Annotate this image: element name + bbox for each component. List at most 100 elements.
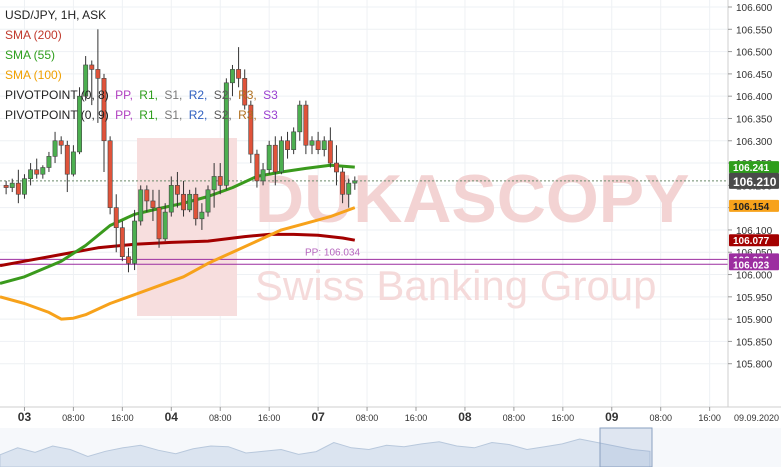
- candle[interactable]: [315, 131, 321, 155]
- navigator-window[interactable]: [599, 427, 653, 468]
- candle[interactable]: [28, 163, 34, 186]
- candle[interactable]: [95, 29, 101, 123]
- legend-sma55[interactable]: SMA (55): [5, 48, 55, 62]
- watermark-brand: DUKASCOPY: [255, 161, 690, 237]
- legend: USD/JPY, 1H, ASK SMA (200) SMA (55) SMA …: [5, 8, 278, 122]
- candle[interactable]: [150, 189, 156, 222]
- candle[interactable]: [285, 131, 290, 159]
- candle[interactable]: [126, 247, 131, 273]
- candle[interactable]: [327, 127, 333, 168]
- candle[interactable]: [107, 136, 113, 215]
- price-tag: 106.154: [729, 199, 779, 213]
- candle[interactable]: [278, 136, 284, 175]
- candle[interactable]: [3, 180, 9, 195]
- time-axis: 03 08:00 16:00 04 08:00 16:00 07 08:00 16:00 08 08…: [0, 406, 781, 427]
- candle[interactable]: [352, 176, 358, 190]
- price-tick-label: 106.600: [736, 3, 773, 14]
- candle-body: [211, 176, 217, 191]
- time-tick-label: 08:00: [209, 413, 232, 423]
- candle[interactable]: [40, 165, 46, 179]
- candle[interactable]: [89, 60, 95, 106]
- candle[interactable]: [101, 73, 107, 172]
- candle[interactable]: [217, 163, 223, 195]
- candle-body: [52, 140, 58, 157]
- price-tag-bg: [729, 258, 779, 271]
- candle[interactable]: [266, 140, 272, 175]
- candle[interactable]: [77, 87, 82, 155]
- candle[interactable]: [34, 158, 40, 179]
- price-tick-label: 105.900: [736, 315, 773, 326]
- time-axis-bg[interactable]: [0, 407, 781, 427]
- date-end-label: 09.09.2020: [734, 413, 779, 423]
- candle-body: [309, 140, 315, 146]
- candle[interactable]: [303, 100, 309, 155]
- candle-body: [15, 182, 21, 195]
- candle-body: [248, 104, 254, 155]
- candle[interactable]: [223, 78, 229, 190]
- candle[interactable]: [119, 221, 125, 262]
- candle[interactable]: [340, 167, 346, 204]
- candle[interactable]: [52, 131, 58, 164]
- candle-body: [297, 104, 303, 133]
- candle[interactable]: [187, 189, 193, 213]
- candle[interactable]: [211, 163, 217, 208]
- price-tag: 106.077: [729, 234, 779, 247]
- price-tag: 106.210: [729, 172, 779, 189]
- candle[interactable]: [113, 194, 119, 253]
- candle[interactable]: [174, 171, 180, 208]
- legend-sma200[interactable]: SMA (200): [5, 28, 62, 42]
- time-tick-label: 16:00: [405, 413, 428, 423]
- legend-pivot2[interactable]: PIVOTPOINT (0, 9) PP, R1, S1, R2, S2, R3…: [5, 108, 278, 122]
- candle[interactable]: [156, 189, 162, 248]
- candle[interactable]: [9, 178, 15, 193]
- candle-body: [278, 140, 284, 173]
- candle[interactable]: [181, 180, 186, 217]
- candle-body: [40, 167, 46, 175]
- candle-body: [272, 144, 278, 173]
- candle[interactable]: [138, 185, 144, 226]
- candle[interactable]: [205, 185, 211, 217]
- candle[interactable]: [242, 69, 248, 110]
- candle[interactable]: [15, 169, 21, 204]
- candle[interactable]: [248, 100, 254, 164]
- candle[interactable]: [70, 145, 76, 177]
- candle[interactable]: [346, 178, 352, 208]
- candle[interactable]: [254, 149, 260, 188]
- candle[interactable]: [83, 56, 89, 101]
- navigator-area: [0, 438, 651, 468]
- candle[interactable]: [58, 136, 64, 155]
- candle[interactable]: [260, 163, 266, 186]
- candle[interactable]: [168, 176, 174, 217]
- candle[interactable]: [291, 127, 297, 155]
- legend-pivot1[interactable]: PIVOTPOINT (0, 8) PP, R1, S1, R2, S2, R3…: [5, 88, 278, 102]
- candle[interactable]: [321, 136, 327, 157]
- price-tag-bg: [729, 199, 779, 212]
- candle[interactable]: [309, 136, 315, 155]
- candle[interactable]: [236, 47, 242, 88]
- candle[interactable]: [272, 136, 278, 186]
- legend-sma100[interactable]: SMA (100): [5, 68, 62, 82]
- candle[interactable]: [334, 145, 339, 186]
- candle-body: [58, 140, 64, 146]
- candle[interactable]: [132, 209, 138, 271]
- candle-body: [340, 171, 346, 195]
- candle[interactable]: [64, 140, 70, 193]
- price-tick-label: 106.350: [736, 114, 773, 125]
- candle-body: [236, 69, 242, 79]
- candle-body: [119, 227, 125, 257]
- candle[interactable]: [162, 203, 168, 242]
- candle[interactable]: [22, 174, 27, 199]
- candle[interactable]: [199, 203, 205, 230]
- candle[interactable]: [297, 100, 303, 141]
- candle[interactable]: [193, 187, 199, 226]
- candle[interactable]: [230, 64, 235, 97]
- price-tick-label: 105.850: [736, 337, 773, 348]
- candle-body: [217, 176, 223, 186]
- candle-body: [327, 140, 333, 164]
- candle[interactable]: [46, 151, 52, 172]
- candle-body: [77, 95, 82, 153]
- candle[interactable]: [144, 185, 150, 213]
- price-tick-label: 106.500: [736, 48, 773, 59]
